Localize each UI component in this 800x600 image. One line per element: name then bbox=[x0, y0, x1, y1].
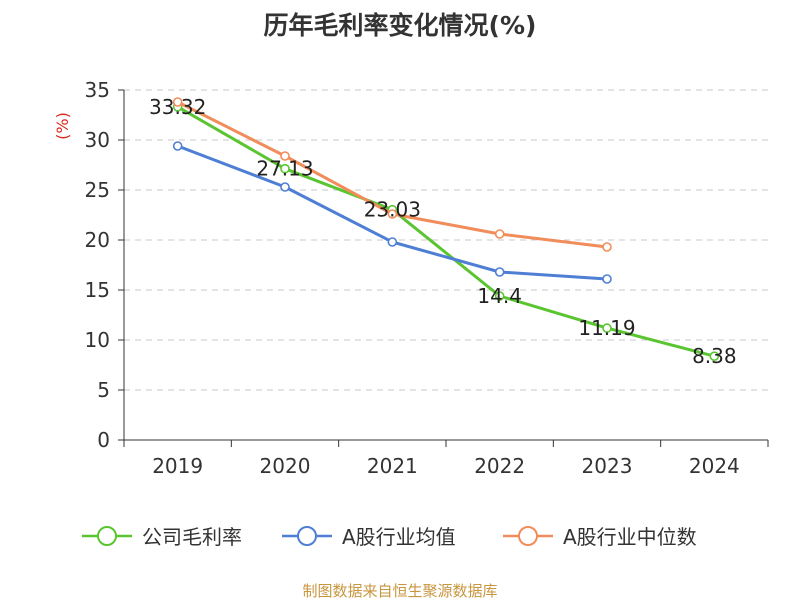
legend-label: A股行业均值 bbox=[342, 525, 456, 549]
legend: 公司毛利率 A股行业均值 A股行业中位数 bbox=[82, 525, 697, 549]
data-point bbox=[494, 229, 505, 239]
data-point bbox=[602, 323, 612, 333]
data-label: 33.32 bbox=[149, 95, 206, 119]
data-point bbox=[494, 267, 505, 277]
data-point bbox=[602, 242, 612, 252]
data-label: 11.19 bbox=[578, 316, 635, 340]
legend-label: 公司毛利率 bbox=[142, 525, 242, 549]
data-point bbox=[280, 163, 290, 174]
data-point bbox=[387, 209, 398, 219]
data-point bbox=[172, 141, 183, 151]
source-note: 制图数据来自恒生聚源数据库 bbox=[302, 582, 497, 600]
y-tick-label: 0 bbox=[97, 428, 110, 452]
x-tick-label: 2020 bbox=[260, 454, 311, 478]
data-label: 8.38 bbox=[692, 344, 737, 368]
y-tick-label: 25 bbox=[85, 178, 110, 202]
chart-title: 历年毛利率变化情况(%) bbox=[264, 11, 537, 40]
data-label: 23.03 bbox=[364, 198, 421, 222]
x-tick-label: 2022 bbox=[474, 454, 525, 478]
series-line bbox=[176, 105, 715, 358]
data-point bbox=[602, 274, 612, 284]
y-tick-label: 5 bbox=[97, 378, 110, 402]
y-tick-label: 10 bbox=[85, 328, 110, 352]
data-labels: 33.32 27.13 23.03 14.4 11.19 8.38 bbox=[149, 95, 737, 368]
legend-marker bbox=[97, 526, 117, 546]
y-axis-unit-label: (%) bbox=[53, 112, 72, 140]
y-tick-label: 15 bbox=[85, 278, 110, 302]
axes: 0 5 10 15 20 25 30 35 2019 2020 2021 2022 2023 2024 bbox=[85, 78, 769, 478]
data-point bbox=[494, 291, 505, 301]
y-tick-label: 35 bbox=[85, 78, 110, 102]
data-point bbox=[280, 151, 290, 161]
data-point bbox=[172, 97, 183, 107]
legend-item: A股行业中位数 bbox=[503, 525, 697, 549]
series-2 bbox=[172, 141, 612, 284]
data-label: 27.13 bbox=[256, 157, 313, 181]
legend-marker bbox=[518, 526, 538, 546]
x-tick-label: 2019 bbox=[152, 454, 203, 478]
legend-item: 公司毛利率 bbox=[82, 525, 242, 549]
grid-lines bbox=[124, 89, 768, 391]
y-tick-label: 20 bbox=[85, 228, 110, 252]
x-tick-label: 2023 bbox=[582, 454, 633, 478]
x-tick-label: 2024 bbox=[689, 454, 740, 478]
legend-item: A股行业均值 bbox=[282, 525, 456, 549]
data-label: 14.4 bbox=[477, 284, 522, 308]
data-point bbox=[387, 237, 398, 247]
legend-label: A股行业中位数 bbox=[563, 525, 697, 549]
y-tick-label: 30 bbox=[85, 128, 110, 152]
series-lines bbox=[172, 97, 720, 362]
legend-marker bbox=[297, 526, 317, 546]
series-3 bbox=[172, 97, 612, 252]
data-point bbox=[709, 351, 720, 362]
data-point bbox=[280, 182, 290, 192]
x-tick-label: 2021 bbox=[367, 454, 418, 478]
series-line bbox=[176, 100, 608, 249]
